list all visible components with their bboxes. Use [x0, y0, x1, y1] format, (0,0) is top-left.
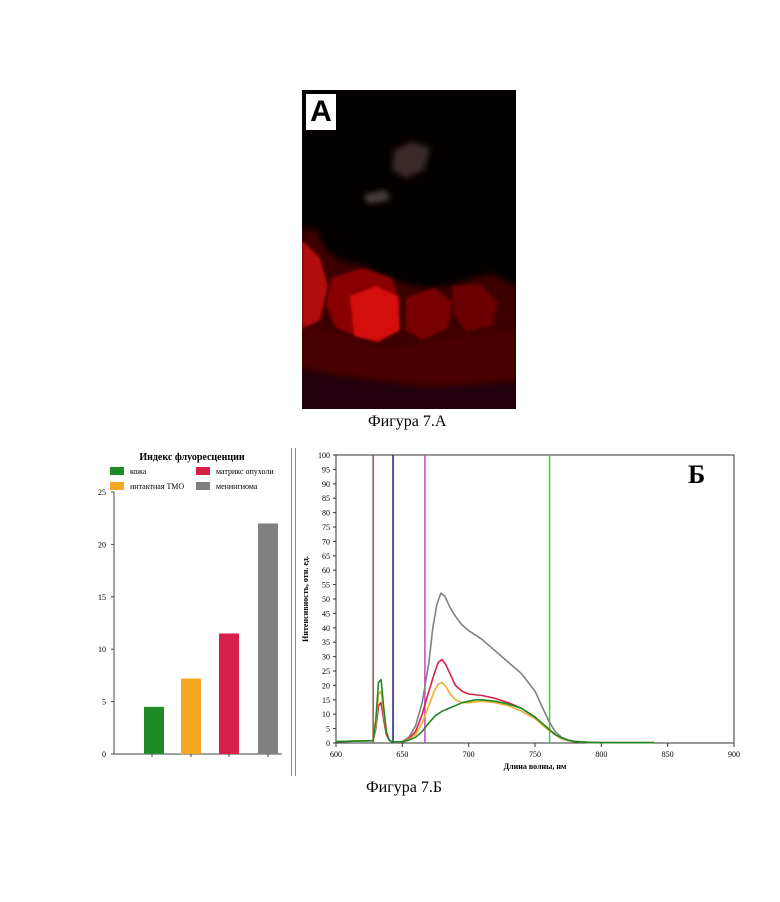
y-tick-label-7: 35: [322, 638, 330, 647]
y-tick-label-11: 55: [322, 581, 330, 590]
y-tick-label-14: 70: [322, 537, 330, 546]
x-tick-label-1: 650: [396, 750, 408, 759]
y-tick-label-9: 45: [322, 609, 330, 618]
y-tick-label-4: 20: [322, 681, 330, 690]
bar-y-tick-label-5: 25: [98, 488, 106, 497]
legend-label-2: интактная ТМО: [130, 482, 184, 491]
y-tick-label-10: 50: [322, 595, 330, 604]
y-tick-label-5: 25: [322, 667, 330, 676]
bar-y-tick-label-1: 5: [102, 698, 106, 707]
bar-0: [144, 707, 164, 754]
spectrum-reference-lines: [373, 455, 549, 743]
panel-label-a: А: [306, 94, 336, 130]
x-tick-label-4: 800: [595, 750, 607, 759]
bar-y-tick-label-0: 0: [102, 750, 106, 759]
y-tick-label-8: 40: [322, 624, 330, 633]
y-tick-label-18: 90: [322, 480, 330, 489]
fluorescence-index-bar-chart: Индекс флуоресценции кожа матрикс опухоли…: [82, 445, 282, 765]
x-tick-label-3: 750: [529, 750, 541, 759]
bar-chart-bars: [144, 523, 278, 754]
spectrum-line-3: [336, 680, 654, 743]
y-tick-label-16: 80: [322, 509, 330, 518]
x-tick-label-6: 900: [728, 750, 740, 759]
y-tick-label-0: 0: [326, 739, 330, 748]
figure-b-caption: Фигура 7.Б: [366, 779, 442, 797]
bar-2: [219, 633, 239, 754]
legend-swatch-2: [110, 482, 124, 490]
spectrum-plot-frame: [336, 455, 734, 743]
legend-label-0: кожа: [130, 467, 147, 476]
legend-label-1: матрикс опухоли: [216, 467, 274, 476]
y-tick-label-15: 75: [322, 523, 330, 532]
y-tick-label-3: 15: [322, 696, 330, 705]
spectrum-x-axis-label: Длина волны, нм: [504, 762, 567, 771]
x-tick-label-0: 600: [330, 750, 342, 759]
legend-swatch-0: [110, 467, 124, 475]
x-tick-label-5: 850: [662, 750, 674, 759]
y-tick-label-6: 30: [322, 653, 330, 662]
y-tick-label-12: 60: [322, 566, 330, 575]
x-tick-label-2: 700: [463, 750, 475, 759]
legend-swatch-3: [196, 482, 210, 490]
y-tick-label-19: 95: [322, 465, 330, 474]
bar-y-tick-label-4: 20: [98, 540, 106, 549]
bar-1: [181, 679, 201, 754]
spectrum-series: [336, 593, 654, 743]
bar-chart-title: Индекс флуоресценции: [139, 452, 245, 463]
fluorescence-image-drawing: [302, 90, 516, 409]
fluorescence-image: А: [302, 90, 516, 409]
panel-label-b: Б: [688, 460, 705, 489]
y-tick-label-17: 85: [322, 494, 330, 503]
bar-y-tick-label-3: 15: [98, 593, 106, 602]
legend-label-3: менингиома: [216, 482, 258, 491]
figure-a-caption: Фигура 7.А: [368, 413, 446, 431]
fluorescence-spectrum-chart: Б 600 650 700 750 800 850 900 0 5 10 15 20 25 30 35 40 4…: [294, 445, 744, 775]
y-tick-label-1: 5: [326, 725, 330, 734]
bar-chart-legend: кожа матрикс опухоли интактная ТМО менингио…: [110, 467, 274, 491]
y-tick-label-2: 10: [322, 710, 330, 719]
y-tick-label-20: 100: [318, 451, 330, 460]
bar-y-tick-label-2: 10: [98, 645, 106, 654]
spectrum-y-axis-label: Интенсивность, отн. ед.: [301, 556, 310, 642]
bar-3: [258, 523, 278, 754]
y-tick-label-13: 65: [322, 552, 330, 561]
legend-swatch-1: [196, 467, 210, 475]
